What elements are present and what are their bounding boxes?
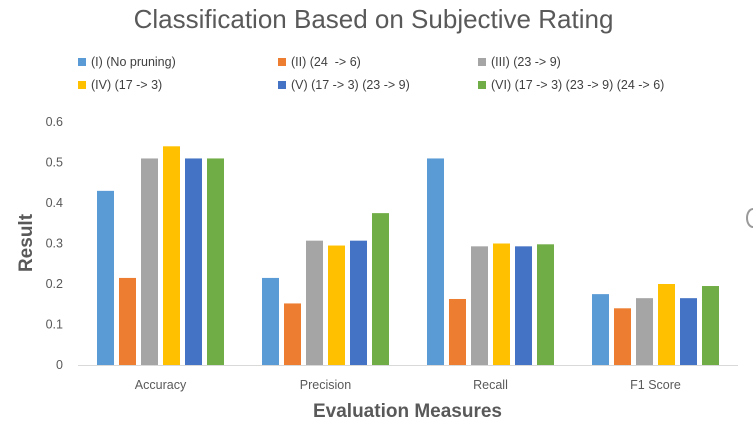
bar <box>306 240 323 365</box>
x-tick-label: Precision <box>300 378 351 392</box>
y-tick-label: 0.1 <box>46 318 63 332</box>
legend-swatch <box>78 58 86 66</box>
bar <box>141 158 158 365</box>
bar <box>207 158 224 365</box>
bar <box>592 294 609 365</box>
legend-swatch <box>278 81 286 89</box>
chart-title: Classification Based on Subjective Ratin… <box>133 4 614 34</box>
bar <box>702 286 719 365</box>
legend-swatch <box>78 81 86 89</box>
x-axis-title: Evaluation Measures <box>312 401 503 422</box>
bar <box>284 303 301 365</box>
y-tick-label: 0.5 <box>46 156 63 170</box>
bar <box>471 246 488 365</box>
bar <box>515 246 532 365</box>
bar <box>614 308 631 365</box>
legend-label: (IV) (17 -> 3) <box>91 78 163 92</box>
bar <box>119 277 136 365</box>
legend-swatch <box>478 58 486 66</box>
cropped-edge-glyph <box>746 208 753 228</box>
bar <box>328 245 345 365</box>
x-tick-label: Recall <box>473 378 508 392</box>
bar <box>537 244 554 365</box>
legend-item: (III) (23 -> 9) <box>478 55 738 69</box>
bar <box>636 298 653 365</box>
legend-swatch <box>278 58 286 66</box>
bar <box>372 213 389 365</box>
y-tick-label: 0.4 <box>46 196 63 210</box>
bar <box>449 298 466 365</box>
bar <box>97 190 114 365</box>
legend-label: (V) (17 -> 3) (23 -> 9) <box>291 78 410 92</box>
legend-swatch <box>478 81 486 89</box>
legend-label: (VI) (17 -> 3) (23 -> 9) (24 -> 6) <box>491 78 665 92</box>
x-tick-label: Accuracy <box>135 378 187 392</box>
y-axis-title: Result <box>16 213 37 273</box>
bar <box>262 277 279 365</box>
bar <box>427 158 444 365</box>
bar <box>658 284 675 365</box>
bar <box>680 298 697 365</box>
legend-item: (VI) (17 -> 3) (23 -> 9) (24 -> 6) <box>478 78 738 92</box>
legend-label: (III) (23 -> 9) <box>491 55 561 69</box>
legend-label: (II) (24 -> 6) <box>291 55 361 69</box>
legend-item: (IV) (17 -> 3) <box>78 78 278 92</box>
y-tick-label: 0.3 <box>46 237 63 251</box>
legend: (I) (No pruning) (II) (24 -> 6) (III) (2… <box>78 55 738 92</box>
legend-item: (V) (17 -> 3) (23 -> 9) <box>278 78 478 92</box>
bar <box>185 158 202 365</box>
y-tick-label: 0.6 <box>46 115 63 129</box>
bar <box>493 243 510 365</box>
bar <box>163 146 180 365</box>
y-tick-label: 0.2 <box>46 277 63 291</box>
bar <box>350 240 367 365</box>
legend-item: (II) (24 -> 6) <box>278 55 478 69</box>
x-tick-label: F1 Score <box>630 378 681 392</box>
y-tick-label: 0 <box>56 358 63 372</box>
legend-label: (I) (No pruning) <box>91 55 176 69</box>
legend-item: (I) (No pruning) <box>78 55 278 69</box>
